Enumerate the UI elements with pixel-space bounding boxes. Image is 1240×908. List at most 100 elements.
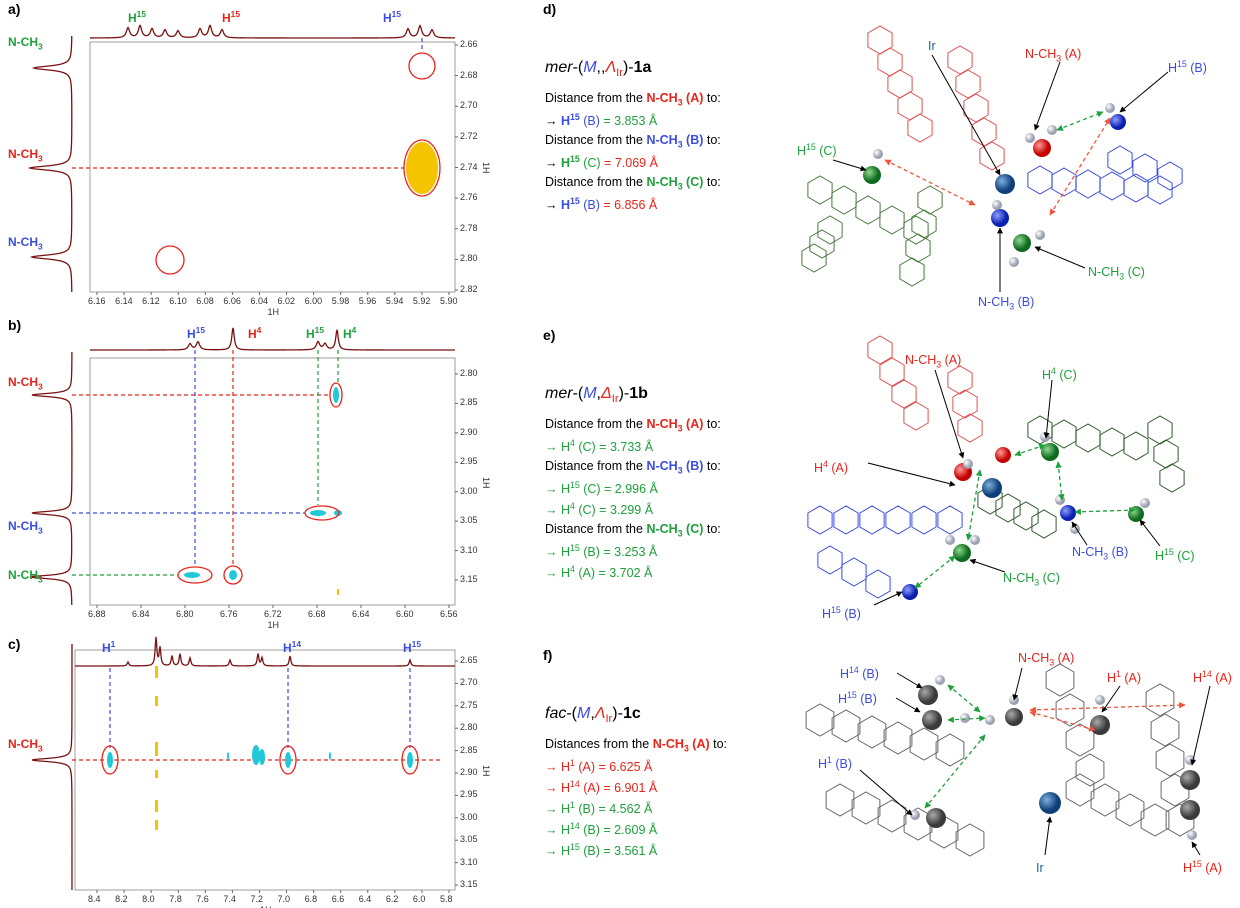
ring [879,357,905,387]
text-run: to: [703,459,721,473]
x-tick-label: 7.4 [223,894,236,904]
atom-label: H14 (A) [1193,670,1232,685]
text-run: 3 [1119,271,1125,282]
x-tick-label: 5.90 [440,296,458,306]
plot-frame [89,41,456,293]
y-axis-label: 1H [481,476,491,489]
text-run: 15 [1192,859,1202,869]
pointer-arrow [1139,519,1161,547]
atom-label: N-CH3 (C) [1088,266,1145,281]
text-run: H [838,692,848,707]
atom-label: H4 (C) [1042,367,1077,382]
signal-label: N-CH3 [8,569,43,584]
x-tick-label: 6.8 [304,894,318,904]
text-run: (B) = 2.609 Å [579,823,658,838]
text-run: 14 [1202,669,1212,679]
text-run: 1 [827,755,832,765]
text-run: Ir [1036,861,1044,875]
atom [1180,800,1200,820]
compound-title: mer-(M,,ΛIr)-1a [545,60,651,79]
text-run: Λ [594,705,606,722]
text-run: N-CH [8,519,38,533]
distance-arrow [1055,461,1065,501]
text-run: 3 [38,381,43,392]
text-run: 15 [1177,59,1187,69]
x-tick-label: 6.88 [88,609,106,619]
distance-arrow [947,715,986,723]
y-tick-label: 2.82 [460,284,478,294]
y-tick-label: 2.85 [460,744,478,755]
y-axis-label: 1H [481,162,491,174]
text-run: )- [612,705,623,722]
side-spectrum [29,351,73,606]
cross-peak [285,752,291,768]
distance-text: → H14 (A) = 6.901 Å [545,780,657,795]
distance-arrow [1074,506,1136,516]
text-run: → H [545,823,570,838]
atom [1035,230,1045,240]
atom-label: Ir [928,40,936,53]
text-run: H [222,11,231,25]
text-run: Distance from the [545,91,647,105]
compound-title: mer-(M,ΔIr)-1b [545,386,648,405]
ring [1140,803,1170,837]
ring [887,69,913,99]
atom-label: N-CH3 (B) [978,296,1034,311]
text-run: (C) [579,156,601,171]
peak-label: H15 [222,10,240,24]
ring [877,799,907,833]
text-run: (C) [815,144,837,159]
text-run: 3 [677,181,683,192]
text-run: (B) = 4.562 Å [574,802,653,817]
pointer-arrow [969,558,1006,573]
highlight-circle [408,52,436,80]
cross-peak [107,752,113,768]
text-run: (A) [682,91,704,105]
ring [911,209,937,239]
text-run: H [560,198,571,213]
text-run: 4 [1051,366,1056,376]
atom [953,544,971,562]
text-run: 15 [570,196,580,206]
ring [877,47,903,77]
text-run: (A) = 3.702 Å [574,566,653,581]
text-run: 4 [823,459,828,469]
text-run: 3 [1103,551,1109,562]
ring [1075,423,1101,453]
atom [1040,432,1050,442]
x-tick-label: 7.2 [250,894,263,904]
pointer-arrow [832,159,867,172]
signal-label: N-CH3 [8,148,43,163]
text-run: 3 [38,525,43,536]
y-tick-label: 2.90 [460,426,478,437]
text-run: H [1107,671,1117,686]
ring [909,727,939,761]
ring [979,141,1005,171]
ring [1051,167,1077,197]
atom-label: H1 (A) [1107,670,1141,685]
y-tick-label: 2.74 [460,161,478,172]
ring [1150,713,1180,747]
text-run: M [577,705,591,722]
pointer-arrow [1043,379,1053,439]
ring [851,791,881,825]
text-run: 1 [1116,669,1121,679]
text-run: (C) [1055,368,1077,383]
text-run: 4 [570,438,575,448]
text-run: (A) [941,353,962,367]
ring [1099,427,1125,457]
pointer-arrow [1071,521,1088,546]
text-run: N-CH [652,737,684,751]
text-run: N-CH [646,175,678,189]
atom-label: N-CH3 (A) [905,354,961,369]
ring [1147,175,1173,205]
text-run: H [383,11,392,25]
text-run: 3 [677,139,683,150]
y-tick-label: 2.80 [460,368,478,378]
text-run: , [590,705,595,722]
distance-text: → H15 (C) = 7.069 Å [545,155,658,170]
text-run: Distance from the [545,522,647,536]
ring [903,215,929,245]
text-run: N-CH [1003,571,1035,585]
